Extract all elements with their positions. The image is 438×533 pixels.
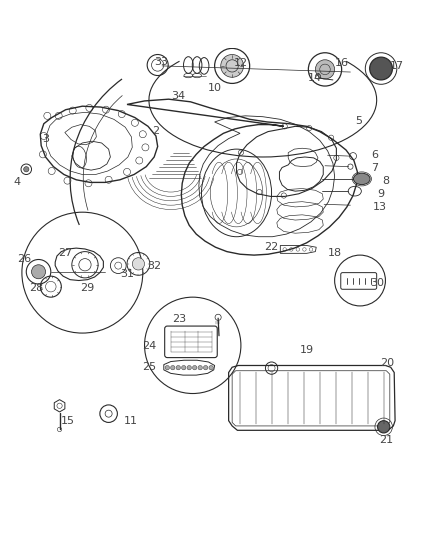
Text: 22: 22 (265, 242, 279, 252)
Circle shape (181, 366, 186, 370)
Text: 23: 23 (173, 314, 187, 324)
Text: 16: 16 (335, 58, 349, 68)
Text: 10: 10 (208, 83, 222, 93)
Text: 31: 31 (120, 269, 134, 279)
Text: 8: 8 (382, 176, 389, 186)
Circle shape (32, 265, 46, 279)
Circle shape (165, 366, 170, 370)
Text: 17: 17 (390, 61, 404, 71)
Text: 11: 11 (124, 416, 138, 426)
Text: 21: 21 (379, 435, 393, 446)
Text: 28: 28 (29, 282, 43, 293)
Text: 26: 26 (17, 254, 31, 264)
Circle shape (203, 366, 208, 370)
Text: 29: 29 (81, 282, 95, 293)
Text: 12: 12 (234, 58, 248, 68)
Text: 2: 2 (152, 126, 159, 136)
Circle shape (187, 366, 191, 370)
Text: 20: 20 (381, 358, 395, 368)
Text: 19: 19 (300, 345, 314, 355)
Text: 4: 4 (13, 177, 20, 187)
Circle shape (370, 57, 392, 80)
Text: 34: 34 (172, 91, 186, 101)
Text: 30: 30 (371, 278, 385, 288)
Text: 25: 25 (142, 362, 156, 372)
Text: 15: 15 (61, 416, 75, 426)
Circle shape (209, 366, 213, 370)
Circle shape (170, 366, 175, 370)
Circle shape (24, 167, 29, 172)
Circle shape (315, 60, 335, 79)
Text: 27: 27 (58, 248, 72, 259)
Text: 14: 14 (307, 73, 321, 83)
Circle shape (221, 54, 244, 77)
Text: 7: 7 (371, 163, 378, 173)
Text: 5: 5 (356, 116, 363, 126)
Text: 24: 24 (142, 341, 156, 351)
Text: 13: 13 (373, 202, 387, 212)
Text: 6: 6 (371, 150, 378, 160)
Text: 33: 33 (154, 56, 168, 67)
Circle shape (378, 421, 390, 433)
Circle shape (176, 366, 180, 370)
Text: 18: 18 (328, 248, 342, 259)
Circle shape (193, 366, 197, 370)
Text: 9: 9 (378, 189, 385, 199)
Ellipse shape (353, 173, 370, 184)
Text: 32: 32 (147, 261, 161, 271)
Circle shape (132, 258, 145, 270)
Circle shape (198, 366, 202, 370)
Text: 3: 3 (42, 134, 49, 143)
